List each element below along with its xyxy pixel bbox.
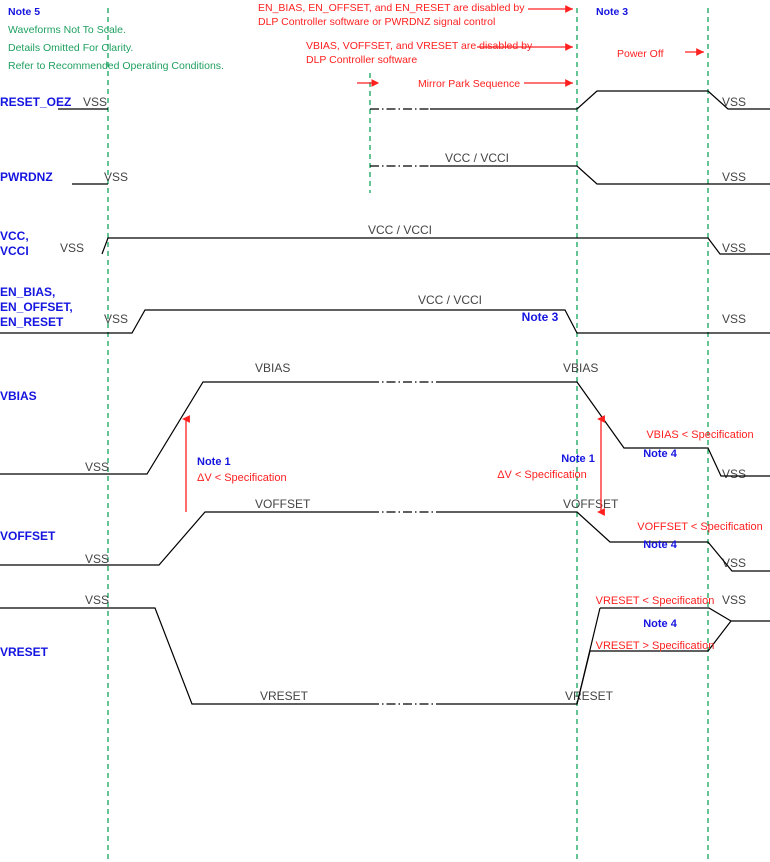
svg-text:PWRDNZ: PWRDNZ	[0, 170, 53, 184]
svg-text:EN_RESET: EN_RESET	[0, 315, 64, 329]
svg-text:VCC / VCCI: VCC / VCCI	[418, 293, 482, 307]
svg-text:VOFFSET: VOFFSET	[563, 497, 619, 511]
svg-text:Mirror Park Sequence: Mirror Park Sequence	[418, 78, 520, 90]
svg-text:VBIAS, VOFFSET, and VRESET are: VBIAS, VOFFSET, and VRESET are disabled …	[306, 40, 533, 52]
svg-text:VSS: VSS	[722, 312, 746, 326]
svg-text:VOFFSET: VOFFSET	[0, 529, 56, 543]
svg-text:Note 4: Note 4	[643, 539, 678, 551]
svg-text:DLP Controller software: DLP Controller software	[306, 54, 417, 66]
svg-text:Note 3: Note 3	[522, 310, 559, 324]
svg-text:VSS: VSS	[104, 312, 128, 326]
svg-text:VSS: VSS	[104, 170, 128, 184]
svg-text:VCC,: VCC,	[0, 229, 29, 243]
svg-text:EN_BIAS,: EN_BIAS,	[0, 285, 55, 299]
svg-text:VOFFSET: VOFFSET	[255, 497, 311, 511]
svg-text:VSS: VSS	[60, 241, 84, 255]
svg-text:EN_OFFSET,: EN_OFFSET,	[0, 300, 73, 314]
svg-text:VSS: VSS	[85, 460, 109, 474]
svg-text:VSS: VSS	[85, 552, 109, 566]
svg-text:VSS: VSS	[722, 467, 746, 481]
svg-text:VOFFSET < Specification: VOFFSET < Specification	[637, 521, 762, 533]
svg-text:VBIAS: VBIAS	[0, 389, 37, 403]
svg-text:VRESET < Specification: VRESET < Specification	[596, 595, 715, 607]
svg-text:VSS: VSS	[722, 170, 746, 184]
svg-text:VSS: VSS	[85, 593, 109, 607]
svg-text:VSS: VSS	[722, 241, 746, 255]
svg-text:ΔV < Specification: ΔV < Specification	[497, 469, 587, 481]
svg-text:VRESET: VRESET	[565, 689, 614, 703]
svg-text:VCC / VCCI: VCC / VCCI	[445, 151, 509, 165]
svg-text:VBIAS: VBIAS	[563, 361, 598, 375]
svg-text:VRESET: VRESET	[260, 689, 309, 703]
svg-text:Waveforms Not To Scale.: Waveforms Not To Scale.	[8, 24, 126, 36]
svg-text:EN_BIAS, EN_OFFSET, and EN_RES: EN_BIAS, EN_OFFSET, and EN_RESET are dis…	[258, 2, 525, 14]
svg-text:VSS: VSS	[722, 593, 746, 607]
svg-text:RESET_OEZ: RESET_OEZ	[0, 95, 71, 109]
svg-text:VCCI: VCCI	[0, 244, 29, 258]
svg-text:VCC / VCCI: VCC / VCCI	[368, 223, 432, 237]
svg-text:VBIAS < Specification: VBIAS < Specification	[646, 429, 753, 441]
svg-text:Note 3: Note 3	[596, 6, 628, 18]
svg-text:Note 4: Note 4	[643, 448, 678, 460]
svg-text:Note 1: Note 1	[561, 453, 595, 465]
svg-text:VRESET > Specification: VRESET > Specification	[596, 640, 715, 652]
svg-text:VSS: VSS	[83, 95, 107, 109]
svg-text:Note 4: Note 4	[643, 618, 678, 630]
svg-text:VBIAS: VBIAS	[255, 361, 290, 375]
svg-text:VRESET: VRESET	[0, 645, 49, 659]
svg-text:Refer to Recommended Operating: Refer to Recommended Operating Condition…	[8, 60, 224, 72]
svg-text:Note 5: Note 5	[8, 6, 40, 18]
svg-text:Details Omitted For Clarity.: Details Omitted For Clarity.	[8, 42, 133, 54]
svg-text:ΔV < Specification: ΔV < Specification	[197, 472, 287, 484]
svg-text:Note 1: Note 1	[197, 456, 231, 468]
svg-text:DLP Controller software or PWR: DLP Controller software or PWRDNZ signal…	[258, 16, 495, 28]
svg-text:Power Off: Power Off	[617, 48, 664, 60]
